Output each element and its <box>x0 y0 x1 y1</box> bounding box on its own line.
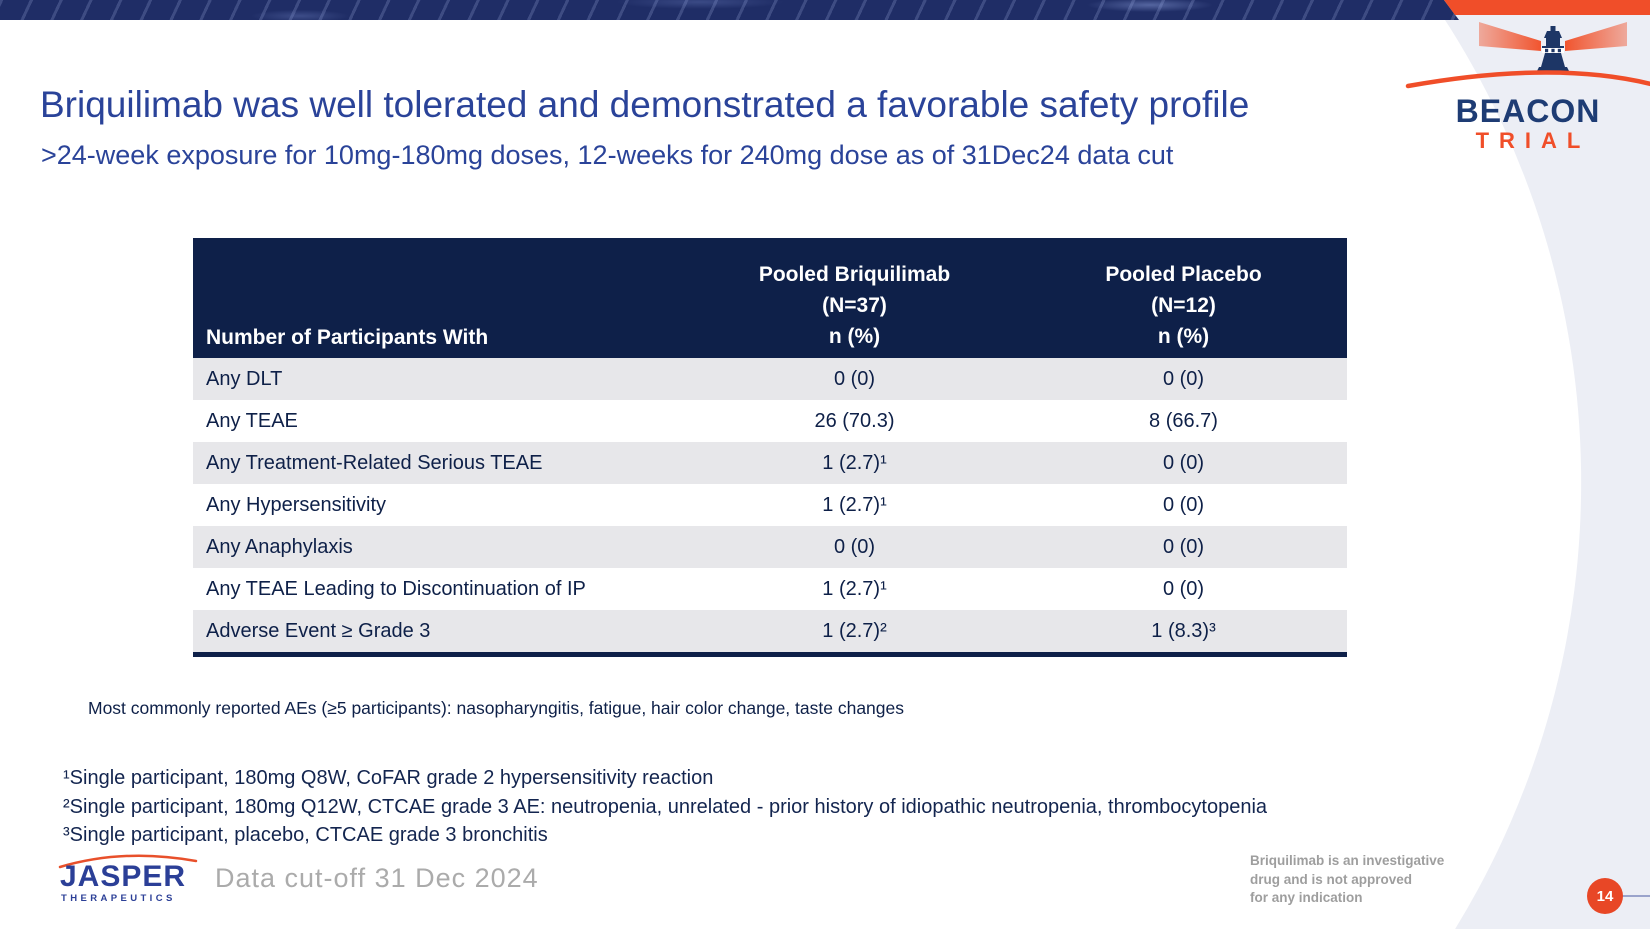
table-row: Any TEAE 26 (70.3) 8 (66.7) <box>193 400 1347 442</box>
table-row: Any Anaphylaxis 0 (0) 0 (0) <box>193 526 1347 568</box>
briquilimab-value: 26 (70.3) <box>814 409 895 432</box>
disclaimer-text: Briquilimab is an investigative drug and… <box>1250 852 1444 908</box>
placebo-value: 0 (0) <box>1162 577 1205 600</box>
row-label: Any TEAE Leading to Discontinuation of I… <box>206 577 586 600</box>
table-bottom-border <box>193 652 1347 657</box>
table-row: Any Hypersensitivity 1 (2.7)¹ 0 (0) <box>193 484 1347 526</box>
common-aes-note: Most commonly reported AEs (≥5 participa… <box>88 698 904 718</box>
jasper-arc-icon <box>58 854 198 869</box>
page-number-badge: 14 <box>1587 878 1623 914</box>
row-label: Any Treatment-Related Serious TEAE <box>206 451 543 474</box>
beacon-logo-text: BEACON <box>1455 93 1601 129</box>
disclaimer-line: Briquilimab is an investigative <box>1250 853 1445 868</box>
placebo-value: 0 (0) <box>1162 493 1205 516</box>
briquilimab-header-line: Pooled Briquilimab <box>758 263 951 286</box>
placebo-header-line: n (%) <box>1157 325 1210 348</box>
row-label: Any Hypersensitivity <box>206 493 387 516</box>
lighthouse-icon <box>1405 22 1650 89</box>
row-label: Any DLT <box>206 367 283 390</box>
column-header-participants: Number of Participants With <box>206 326 489 349</box>
briquilimab-header-line: (N=37) <box>822 294 887 317</box>
jasper-logo-subtext: THERAPEUTICS <box>61 893 176 904</box>
data-cutoff-text: Data cut-off 31 Dec 2024 <box>215 863 539 893</box>
page-number-line <box>1618 895 1650 897</box>
placebo-value: 0 (0) <box>1162 451 1205 474</box>
column-header-briquilimab: Pooled Briquilimab (N=37) n (%) <box>689 238 1020 358</box>
placebo-value: 0 (0) <box>1162 367 1205 390</box>
safety-table: Number of Participants With Pooled Briqu… <box>193 238 1347 657</box>
briquilimab-value: 0 (0) <box>833 367 876 390</box>
slide-subtitle: >24-week exposure for 10mg-180mg doses, … <box>41 140 1174 170</box>
table-row: Adverse Event ≥ Grade 3 1 (2.7)² 1 (8.3)… <box>193 610 1347 652</box>
footnote-1: ¹Single participant, 180mg Q8W, CoFAR gr… <box>63 767 714 789</box>
beacon-trial-logo: BEACON TRIAL <box>1403 22 1650 154</box>
footnote-2: ²Single participant, 180mg Q12W, CTCAE g… <box>63 795 1268 818</box>
table-row: Any Treatment-Related Serious TEAE 1 (2.… <box>193 442 1347 484</box>
placebo-value: 0 (0) <box>1162 535 1205 558</box>
row-label: Adverse Event ≥ Grade 3 <box>206 619 431 642</box>
briquilimab-header-line: n (%) <box>828 325 881 348</box>
briquilimab-value: 1 (2.7)² <box>822 619 887 642</box>
table-row: Any DLT 0 (0) 0 (0) <box>193 358 1347 400</box>
jasper-therapeutics-logo: JASPER THERAPEUTICS <box>58 846 208 906</box>
row-label: Any Anaphylaxis <box>206 535 353 558</box>
top-banner-accent <box>1444 0 1650 15</box>
briquilimab-value: 0 (0) <box>833 535 876 558</box>
table-header-row: Number of Participants With Pooled Briqu… <box>193 238 1347 358</box>
top-banner <box>0 0 1459 20</box>
briquilimab-value: 1 (2.7)¹ <box>822 577 887 600</box>
disclaimer-line: drug and is not approved <box>1250 871 1413 887</box>
briquilimab-value: 1 (2.7)¹ <box>822 493 887 516</box>
disclaimer-line: for any indication <box>1250 890 1363 905</box>
row-label: Any TEAE <box>206 409 298 432</box>
slide-title: Briquilimab was well tolerated and demon… <box>40 84 1250 125</box>
placebo-value: 8 (66.7) <box>1149 409 1218 432</box>
placebo-header-line: (N=12) <box>1151 294 1216 317</box>
placebo-value: 1 (8.3)³ <box>1151 619 1216 642</box>
footnote-3: ³Single participant, placebo, CTCAE grad… <box>63 824 548 846</box>
placebo-header-line: Pooled Placebo <box>1105 263 1262 286</box>
footnotes: ¹Single participant, 180mg Q8W, CoFAR gr… <box>63 764 1267 850</box>
column-header-placebo: Pooled Placebo (N=12) n (%) <box>1020 238 1347 358</box>
briquilimab-value: 1 (2.7)¹ <box>822 451 887 474</box>
table-row: Any TEAE Leading to Discontinuation of I… <box>193 568 1347 610</box>
jasper-logo-text: JASPER <box>60 860 187 893</box>
beacon-trial-text: TRIAL <box>1475 128 1591 153</box>
